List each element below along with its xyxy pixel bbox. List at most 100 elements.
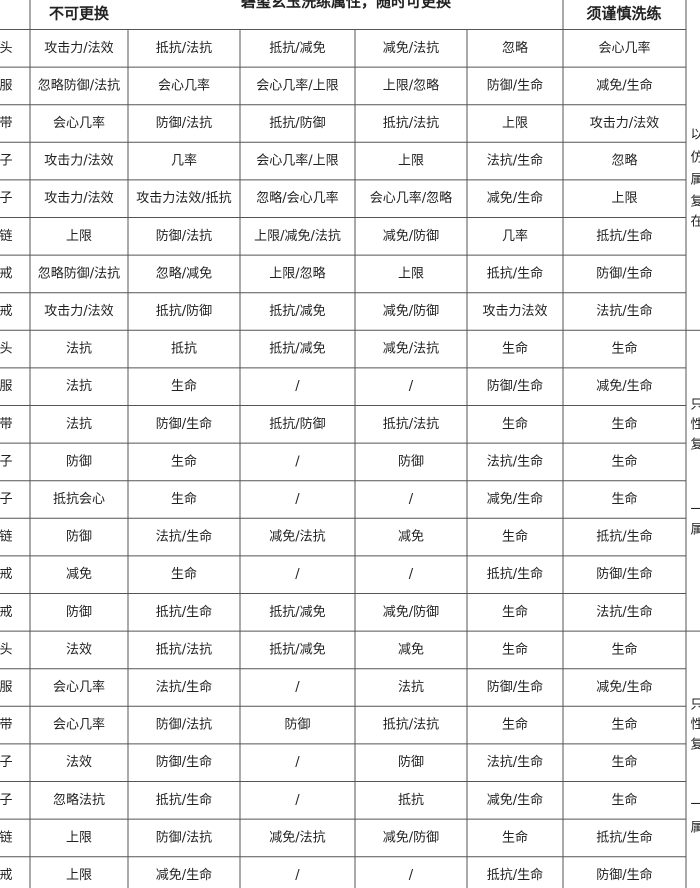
cell: 上限 [66, 229, 92, 244]
cell: 抵抗/生命 [596, 529, 652, 545]
cell: 忽略/减免 [156, 265, 212, 281]
cell: / [409, 868, 414, 883]
cell: 会心几率 [53, 717, 105, 733]
side-note: 复 [690, 738, 700, 753]
cell: 防御 [66, 453, 92, 469]
cell: 上限 [611, 191, 637, 206]
cell: 攻击力/法效 [44, 41, 113, 56]
cell: 抵抗/减免 [269, 304, 325, 319]
cell: 防御 [398, 754, 424, 770]
cell: 生命 [611, 416, 637, 432]
cell: 减免/法抗 [269, 830, 325, 845]
row-label: 头 [0, 642, 13, 657]
cell: / [295, 379, 300, 394]
cell: 上限 [66, 830, 92, 845]
cell: 减免/法抗 [269, 530, 325, 545]
cell: 上限/忽略 [269, 265, 325, 281]
cell: 法抗 [66, 379, 92, 394]
cell: 防御/法抗 [156, 115, 212, 131]
cell: 减免/生命 [487, 792, 543, 808]
cell: 会心几率 [598, 40, 650, 56]
cell: 攻击力/法效 [44, 304, 113, 319]
cell: 生命 [611, 754, 637, 770]
cell: 忽略 [502, 40, 528, 56]
cell: 减免/生命 [487, 190, 543, 206]
cell: 抵抗/防御 [156, 303, 212, 319]
cell: 防御 [284, 717, 310, 733]
side-note: 复 [690, 195, 700, 210]
side-note: 只 [690, 698, 700, 713]
header-cell: 碧玺玄玉洗练属性，随时可更换 [240, 0, 452, 11]
cell: 生命 [611, 453, 637, 469]
cell: 法抗 [66, 342, 92, 357]
cell: 减免/生命 [596, 378, 652, 394]
cell: 生命 [502, 416, 528, 432]
cell: 生命 [611, 717, 637, 733]
cell: 抵抗/生命 [156, 792, 212, 808]
cell: 生命 [611, 792, 637, 808]
cell: 会心几率/忽略 [370, 190, 452, 206]
side-note: 一 [690, 798, 700, 813]
cell: / [295, 868, 300, 883]
cell: 抵抗/法抗 [383, 417, 439, 432]
cell: 法抗/生命 [156, 679, 212, 695]
cell: 生命 [171, 566, 197, 582]
cell: 上限 [66, 868, 92, 883]
cell: 抵抗/生命 [156, 604, 212, 620]
cell: / [295, 492, 300, 507]
cell: / [295, 793, 300, 808]
cell: 生命 [502, 341, 528, 357]
cell: 抵抗/防御 [269, 115, 325, 131]
cell: 生命 [171, 378, 197, 394]
row-label: 戒 [0, 266, 13, 281]
cell: 上限/减免/法抗 [254, 229, 341, 244]
cell: 防御/生命 [596, 867, 652, 883]
cell: 防御/法抗 [156, 228, 212, 244]
cell: 攻击力法效 [482, 304, 547, 319]
row-label: 戒 [0, 304, 13, 319]
cell: 会心几率 [158, 77, 210, 93]
cell: 生命 [171, 491, 197, 507]
cell: 几率 [171, 153, 197, 169]
header-cell: 不可更换 [49, 5, 110, 23]
row-label: 带 [0, 116, 13, 131]
cell: 几率 [502, 228, 528, 244]
cell: 法抗/生命 [156, 529, 212, 545]
cell: 法抗/生命 [487, 153, 543, 169]
cell: 抵抗 [398, 793, 424, 808]
cell: 减免/法抗 [383, 41, 439, 56]
cell: 忽略/会心几率 [256, 190, 338, 206]
row-label: 子 [0, 191, 13, 206]
cell: 攻击力/法效 [590, 116, 659, 131]
cell: 抵抗会心 [53, 492, 105, 507]
side-note: 性 [690, 718, 700, 733]
side-note: 属 [690, 173, 700, 188]
cell: 会心几率 [53, 115, 105, 131]
cell: 上限 [398, 154, 424, 169]
row-label: 服 [0, 379, 13, 394]
side-note: 以 [690, 128, 700, 143]
row-label: 服 [0, 78, 13, 93]
cell: 抵抗/法抗 [156, 41, 212, 56]
row-label: 子 [0, 755, 13, 770]
cell: 抵抗/减免 [269, 41, 325, 56]
cell: 抵抗/减免 [269, 642, 325, 657]
row-label: 子 [0, 793, 13, 808]
cell: 抵抗/减免 [269, 605, 325, 620]
row-label: 戒 [0, 605, 13, 620]
cell: 减免/防御 [383, 829, 439, 845]
cell: 攻击力/法效 [44, 191, 113, 206]
cell: 减免/法抗 [383, 342, 439, 357]
cell: 减免 [66, 567, 92, 582]
row-label: 带 [0, 417, 13, 432]
side-note: 一 [690, 503, 700, 518]
cell: 抵抗 [171, 342, 197, 357]
cell: 忽略 [611, 153, 637, 169]
header-cell: 须谨慎洗练 [586, 5, 661, 23]
cell: 抵抗/法抗 [156, 642, 212, 657]
cell: 忽略法抗 [53, 792, 105, 808]
cell: 生命 [502, 529, 528, 545]
cell: 减免/生命 [596, 679, 652, 695]
